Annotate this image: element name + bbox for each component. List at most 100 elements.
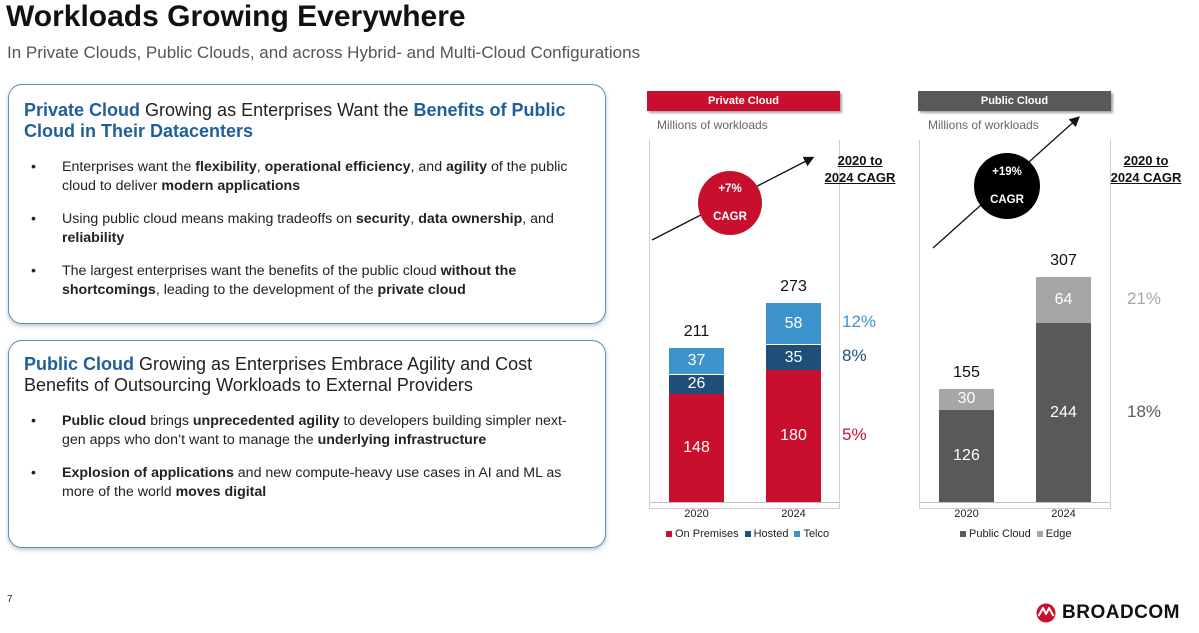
bullet-dot: • — [31, 159, 36, 175]
series-cagr-label: 21% — [1127, 288, 1162, 308]
page-number: 7 — [7, 594, 13, 605]
bullet-dot: • — [31, 263, 36, 279]
bar-segment-hosted: 35 — [766, 344, 821, 371]
private-baseline — [649, 502, 839, 503]
heading-highlight: Private Cloud — [24, 100, 141, 120]
bullet-dot: • — [31, 465, 36, 481]
heading-text: Growing as Enterprises Want the — [140, 100, 414, 120]
bar-total: 273 — [780, 277, 807, 295]
x-tick-label: 2020 — [684, 508, 709, 520]
public-cloud-card: Public Cloud Growing as Enterprises Embr… — [8, 340, 606, 548]
heading-highlight: Benefits of Public Cloud in Their Datace… — [24, 100, 566, 141]
bullet-dot: • — [31, 413, 36, 429]
bold-text: security — [355, 211, 411, 227]
private-cloud-heading: Private Cloud Growing as Enterprises Wan… — [24, 100, 596, 142]
text: The largest enterprises want the benefit… — [62, 263, 441, 279]
broadcom-logo: BROADCOM — [1036, 602, 1180, 624]
cagr-period-label: 2020 to 2024 CAGR — [824, 153, 896, 185]
bold-text: underlying infrastructure — [317, 431, 487, 448]
bar-segment-edge: 30 — [939, 387, 994, 410]
legend-swatch — [744, 531, 751, 538]
heading-text: Growing as Enterprises Embrace Agility a… — [24, 354, 533, 395]
text: , leading to the development of the — [155, 281, 378, 298]
bar-segment-public-cloud: 244 — [1036, 323, 1091, 502]
chart-legend: Public Cloud Edge — [960, 528, 1077, 540]
legend-swatch — [794, 531, 801, 538]
legend-item: Public Cloud — [960, 528, 1031, 540]
legend-label: Hosted — [753, 528, 789, 540]
bullet-dot: • — [31, 211, 36, 227]
text: , and — [522, 211, 554, 227]
page-subtitle: In Private Clouds, Public Clouds, and ac… — [7, 43, 641, 62]
text: Using public cloud means making tradeoff… — [62, 211, 356, 227]
public-baseline — [919, 502, 1110, 503]
text: , — [256, 159, 265, 175]
series-cagr-label: 5% — [842, 425, 867, 445]
text: and new compute-heavy use cases in AI an… — [62, 465, 562, 500]
private-units-label: Millions of workloads — [657, 118, 768, 132]
x-tick-label: 2024 — [781, 508, 806, 520]
legend-item: On Premises — [666, 528, 739, 540]
bold-text: Public cloud — [62, 413, 147, 429]
bar-segment-edge: 64 — [1036, 276, 1091, 324]
overall-cagr-badge: +19% CAGR — [974, 153, 1040, 219]
public-units-label: Millions of workloads — [928, 118, 1039, 132]
private-cloud-bullets: • Enterprises want the flexibility, opera… — [29, 158, 589, 314]
legend-label: Edge — [1045, 528, 1072, 540]
x-tick-label: 2024 — [1051, 508, 1076, 520]
series-cagr-label: 8% — [842, 346, 867, 366]
text: , and — [410, 159, 447, 175]
heading-highlight: Public Cloud — [24, 354, 134, 374]
series-cagr-label: 12% — [842, 312, 877, 332]
cagr-period-label: 2020 to 2024 CAGR — [1110, 153, 1182, 185]
series-cagr-label: 18% — [1127, 401, 1162, 421]
public-cloud-heading: Public Cloud Growing as Enterprises Embr… — [24, 354, 596, 396]
legend-swatch — [960, 531, 966, 538]
bold-text: agility — [446, 159, 488, 175]
private-cloud-card: Private Cloud Growing as Enterprises Wan… — [8, 84, 606, 324]
text: Enterprises want the — [62, 159, 196, 175]
bullet-item: • Explosion of applications and new compu… — [29, 464, 589, 501]
bold-text: Explosion of applications — [62, 465, 234, 481]
bar-segment-on-premises: 148 — [669, 393, 724, 502]
broadcom-logo-text: BROADCOM — [1062, 602, 1180, 623]
legend-label: On Premises — [675, 528, 739, 540]
text: to developers building simpler next-gen … — [62, 413, 567, 448]
bold-text: unprecedented agility — [192, 413, 340, 429]
bold-text: operational efficiency — [264, 159, 411, 175]
bold-text: moves digital — [175, 483, 267, 500]
bold-text: without the shortcomings — [62, 263, 517, 298]
chart-legend: On Premises Hosted Telco — [666, 528, 835, 540]
x-tick-label: 2020 — [954, 508, 979, 520]
bar-total: 211 — [683, 323, 710, 341]
page-title: Workloads Growing Everywhere — [6, 0, 466, 33]
overall-cagr-badge: +7% CAGR — [698, 171, 762, 235]
bullet-item: • Enterprises want the flexibility, opera… — [29, 158, 589, 195]
text: , — [410, 211, 419, 227]
bullet-item: • The largest enterprises want the benefi… — [29, 262, 589, 299]
legend-swatch — [666, 531, 672, 538]
legend-item: Hosted — [744, 528, 789, 540]
bar-segment-public-cloud: 126 — [939, 409, 994, 502]
legend-item: Telco — [794, 528, 829, 540]
legend-label: Telco — [803, 528, 830, 540]
legend-item: Edge — [1036, 528, 1072, 540]
bold-text: data ownership — [418, 211, 523, 227]
bold-text: private cloud — [377, 281, 466, 298]
bar-segment-on-premises: 180 — [766, 370, 821, 502]
bold-text: reliability — [62, 229, 125, 246]
bar-total: 307 — [1050, 252, 1077, 270]
bar-segment-hosted: 26 — [669, 374, 724, 394]
bullet-item: • Public cloud brings unprecedented agili… — [29, 412, 589, 449]
private-cloud-chart-header: Private Cloud — [647, 91, 840, 111]
broadcom-logo-icon — [1036, 603, 1056, 623]
legend-swatch — [1036, 531, 1043, 538]
public-cloud-chart-header: Public Cloud — [918, 91, 1111, 111]
bar-total: 155 — [953, 363, 980, 381]
bullet-item: • Using public cloud means making tradeof… — [29, 210, 589, 247]
legend-label: Public Cloud — [969, 528, 1031, 540]
text: of the public cloud to deliver — [62, 159, 568, 194]
public-cloud-bullets: • Public cloud brings unprecedented agili… — [29, 412, 589, 516]
bold-text: flexibility — [195, 159, 257, 175]
bold-text: modern applications — [161, 177, 301, 194]
